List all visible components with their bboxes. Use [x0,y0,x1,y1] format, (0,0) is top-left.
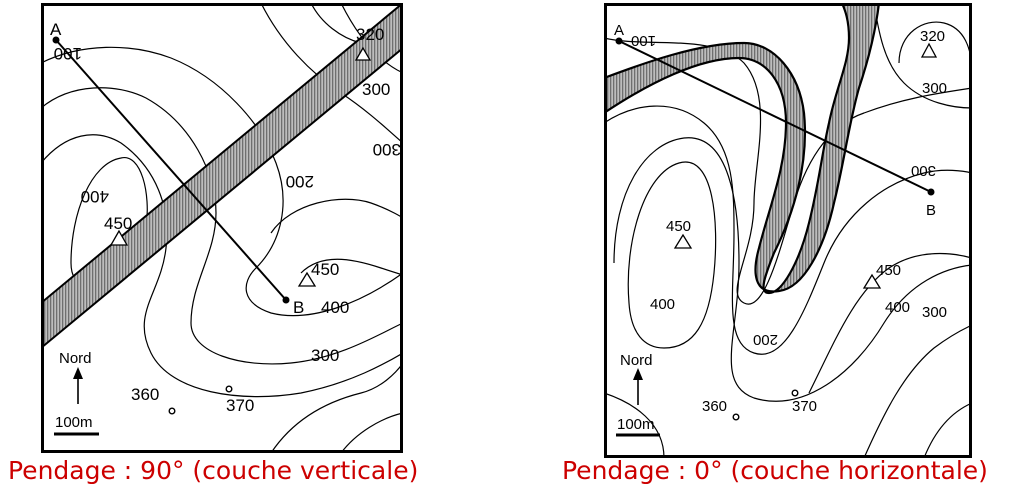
geologic-map-horizontal: A B 100 320 300 300 200 450 450 400 400 … [604,3,972,458]
point-b-marker [282,296,290,304]
spot-height-marker [168,407,176,415]
scale-label: 100m [617,416,655,433]
contour-label-320: 320 [920,28,945,45]
spot-height-label: 360 [702,398,727,415]
contour-label-400: 400 [321,298,349,317]
contour-line [808,253,972,394]
contour-label-400: 400 [885,299,910,316]
contour-label-300: 300 [911,162,936,179]
point-a-marker [52,36,60,44]
contour-label-320: 320 [356,25,384,44]
point-b-marker [927,188,935,196]
contour-line [604,392,665,458]
contour-label-100: 100 [54,44,82,63]
contour-label-300: 300 [922,304,947,321]
section-line-ab [55,39,287,301]
north-label: Nord [620,352,653,369]
caption-vertical-dip: Pendage : 90° (couche verticale) [8,456,419,485]
summit-triangle [354,46,372,61]
contour-line [41,134,403,398]
contour-line [923,402,972,458]
contour-line [604,37,972,305]
contour-line [613,137,972,402]
point-a-label: A [614,22,624,39]
summit-triangle [862,273,882,289]
spot-height-marker [791,389,799,397]
point-b-label: B [293,298,304,317]
summit-triangle [920,42,938,58]
summit-triangle [109,229,129,246]
contour-line [873,3,972,109]
map-frame [41,3,403,453]
contour-line [340,412,403,453]
contour-label-200: 200 [753,331,778,348]
summit-triangle [297,271,317,287]
contour-label-200: 200 [286,172,314,191]
caption-horizontal-dip: Pendage : 0° (couche horizontale) [562,456,988,485]
geologic-layer-band [41,3,403,350]
north-arrowhead-icon [633,368,643,380]
summit-triangle [673,233,693,249]
contour-line [41,87,403,365]
contour-line [627,161,717,349]
contour-label-300: 300 [373,140,401,159]
contour-line [270,362,403,453]
point-a-marker [615,37,623,45]
section-line-ab [618,40,932,193]
contour-line [41,46,403,317]
contour-label-450: 450 [104,214,132,233]
contour-label-300: 300 [311,346,339,365]
contour-label-400: 400 [650,296,675,313]
contour-label-450: 450 [666,218,691,235]
contour-line [300,258,403,276]
spot-height-label: 370 [792,398,817,415]
contour-label-450: 450 [876,262,901,279]
point-a-label: A [50,20,62,39]
contour-label-300: 300 [362,80,390,99]
north-label: Nord [59,350,92,367]
contour-line [863,324,972,458]
spot-height-marker [732,413,740,421]
geologic-map-vertical: A B 100 320 300 300 200 400 450 450 400 … [41,3,403,453]
contour-label-450: 450 [311,260,339,279]
contour-line [270,198,403,234]
contour-label-100: 100 [631,32,656,49]
contour-line [604,105,972,355]
map-frame [604,3,972,458]
spot-height-marker [225,385,233,393]
scale-label: 100m [55,414,93,431]
spot-height-label: 370 [226,396,254,415]
north-arrowhead-icon [73,367,83,379]
contour-label-300: 300 [922,80,947,97]
contour-label-400: 400 [81,187,109,206]
geologic-layer-band [604,3,881,295]
spot-height-label: 360 [131,385,159,404]
point-b-label: B [926,202,936,219]
